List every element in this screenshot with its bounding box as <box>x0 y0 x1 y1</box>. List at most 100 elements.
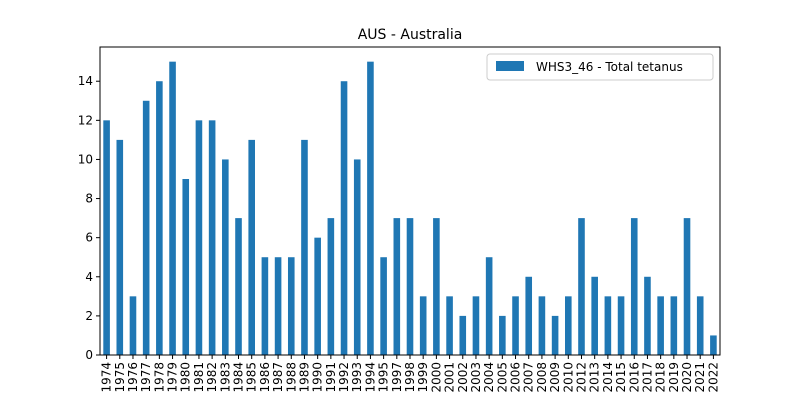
x-tick-label: 2008 <box>535 362 549 393</box>
x-tick-label: 1989 <box>297 362 311 393</box>
bar <box>578 218 585 355</box>
x-tick-label: 1980 <box>179 362 193 393</box>
y-tick-label: 10 <box>78 152 93 166</box>
chart-title: AUS - Australia <box>358 27 463 43</box>
x-tick-label: 2015 <box>614 362 628 393</box>
x-tick-label: 2014 <box>601 362 615 393</box>
x-tick-label: 2003 <box>469 362 483 393</box>
bar <box>142 100 150 356</box>
bar <box>116 139 124 355</box>
bar <box>340 81 348 355</box>
bar <box>710 335 717 355</box>
x-tick-label: 1991 <box>324 362 338 393</box>
bar <box>406 218 414 355</box>
bar <box>551 315 559 355</box>
x-tick-label: 1974 <box>100 362 114 393</box>
x-tick-label: 1978 <box>152 362 166 393</box>
x-tick-label: 1997 <box>390 362 404 393</box>
x-tick-label: 1984 <box>232 362 246 393</box>
axes-frame <box>99 46 721 356</box>
x-tick-label: 1992 <box>337 362 351 393</box>
x-tick-label: 2020 <box>680 362 694 393</box>
bar <box>683 218 691 355</box>
x-tick-label: 1981 <box>192 362 206 393</box>
bar <box>222 159 229 355</box>
bar <box>380 257 387 355</box>
bar <box>512 296 519 355</box>
x-tick-label: 2007 <box>522 362 536 393</box>
legend-swatch <box>496 61 524 71</box>
bar <box>156 81 163 355</box>
x-tick-label: 1994 <box>363 362 377 393</box>
y-tick-label: 8 <box>85 192 93 206</box>
x-tick-label: 1987 <box>271 362 285 393</box>
x-tick-label: 1983 <box>218 362 232 393</box>
bar <box>565 296 572 355</box>
bar <box>657 296 664 355</box>
bar <box>591 276 598 355</box>
bar <box>485 257 493 355</box>
bar <box>195 120 203 355</box>
bar <box>459 315 467 355</box>
bar <box>274 257 282 355</box>
bar <box>169 61 176 356</box>
x-tick-label: 2022 <box>706 362 720 393</box>
bar <box>367 61 374 356</box>
legend-box <box>486 53 714 81</box>
bar <box>129 296 137 355</box>
x-tick-label: 1993 <box>350 362 364 393</box>
x-tick-label: 2000 <box>429 362 443 393</box>
x-tick-label: 1995 <box>377 362 391 393</box>
bar <box>604 296 612 355</box>
bar <box>235 218 242 355</box>
bar <box>301 139 308 355</box>
x-tick-label: 1986 <box>258 362 272 393</box>
y-tick-label: 14 <box>78 74 93 88</box>
bar <box>261 257 269 355</box>
bar <box>446 296 453 355</box>
bar <box>248 139 255 355</box>
bar <box>182 179 190 355</box>
bar <box>472 296 480 355</box>
bar <box>287 257 295 355</box>
x-tick-label: 2001 <box>443 362 457 393</box>
y-tick-label: 12 <box>78 113 93 127</box>
bar <box>327 218 335 355</box>
x-tick-label: 1998 <box>403 362 417 393</box>
legend-label: WHS3_46 - Total tetanus <box>536 60 683 74</box>
x-tick-label: 2002 <box>456 362 470 393</box>
y-tick-label: 4 <box>85 270 93 284</box>
bar <box>433 218 440 355</box>
bar <box>644 276 651 355</box>
x-tick-label: 2012 <box>574 362 588 393</box>
y-tick-label: 2 <box>85 309 93 323</box>
bar <box>353 159 361 355</box>
bar <box>208 120 216 355</box>
x-tick-label: 2009 <box>548 362 562 393</box>
y-tick-label: 0 <box>85 348 93 362</box>
x-tick-label: 2018 <box>654 362 668 393</box>
x-tick-label: 1977 <box>139 362 153 393</box>
x-tick-label: 2016 <box>627 362 641 393</box>
x-tick-label: 2006 <box>509 362 523 393</box>
x-tick-label: 2013 <box>588 362 602 393</box>
bar <box>538 296 546 355</box>
bar <box>393 218 401 355</box>
y-tick-label: 6 <box>85 231 93 245</box>
bar <box>670 296 678 355</box>
x-tick-label: 1979 <box>166 362 180 393</box>
x-tick-label: 1982 <box>205 362 219 393</box>
x-tick-label: 2005 <box>495 362 509 393</box>
bar <box>696 296 704 355</box>
x-tick-label: 1985 <box>245 362 259 393</box>
x-tick-label: 2010 <box>561 362 575 393</box>
x-tick-label: 1999 <box>416 362 430 393</box>
bar <box>525 276 533 355</box>
x-tick-label: 2017 <box>640 362 654 393</box>
x-tick-label: 1975 <box>113 362 127 393</box>
x-tick-label: 2021 <box>693 362 707 393</box>
x-tick-label: 1990 <box>311 362 325 393</box>
x-tick-label: 1976 <box>126 362 140 393</box>
x-tick-label: 2004 <box>482 362 496 393</box>
